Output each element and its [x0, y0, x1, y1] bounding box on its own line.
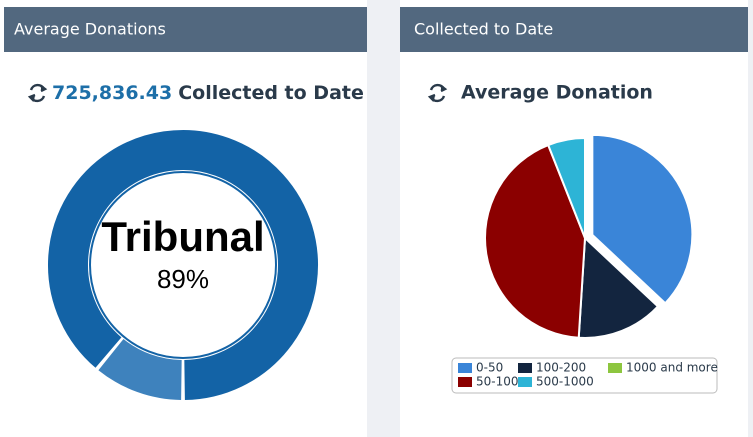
- refresh-icon[interactable]: [27, 83, 48, 103]
- pie-slice: [546, 136, 586, 239]
- legend-label: 1000 and more: [626, 361, 718, 375]
- pie-slice: [591, 133, 694, 305]
- donut-segment: [98, 338, 183, 400]
- chart-title: Average Donation: [461, 82, 653, 104]
- legend-label: 500-1000: [536, 375, 594, 389]
- legend-swatch: [458, 363, 472, 373]
- total: 725,836.43: [52, 82, 172, 104]
- legend-label: 100-200: [536, 361, 586, 375]
- panel-header: [4, 7, 367, 52]
- legend-swatch: [518, 363, 532, 373]
- legend-label: 50-100: [476, 375, 519, 389]
- panel-header: [400, 7, 748, 52]
- gutter: [748, 0, 753, 437]
- donut-label: Tribunal: [101, 213, 264, 260]
- pie-slice: [577, 235, 660, 339]
- legend-swatch: [608, 363, 622, 373]
- refresh-icon[interactable]: [427, 83, 448, 103]
- summary: 725,836.43 Collected to Date: [52, 82, 364, 104]
- donut-value: 89%: [157, 264, 209, 294]
- legend-swatch: [458, 377, 472, 387]
- legend-label: 0-50: [476, 361, 503, 375]
- panel-title: Collected to Date: [414, 20, 553, 39]
- gutter: [367, 0, 400, 437]
- donut-inner-ring: [89, 171, 277, 359]
- legend-swatch: [518, 377, 532, 387]
- pie-slice: [484, 143, 587, 339]
- summary-title: Collected to Date: [178, 82, 364, 104]
- donut-segment: [48, 130, 318, 400]
- panel-title: Average Donations: [14, 20, 166, 39]
